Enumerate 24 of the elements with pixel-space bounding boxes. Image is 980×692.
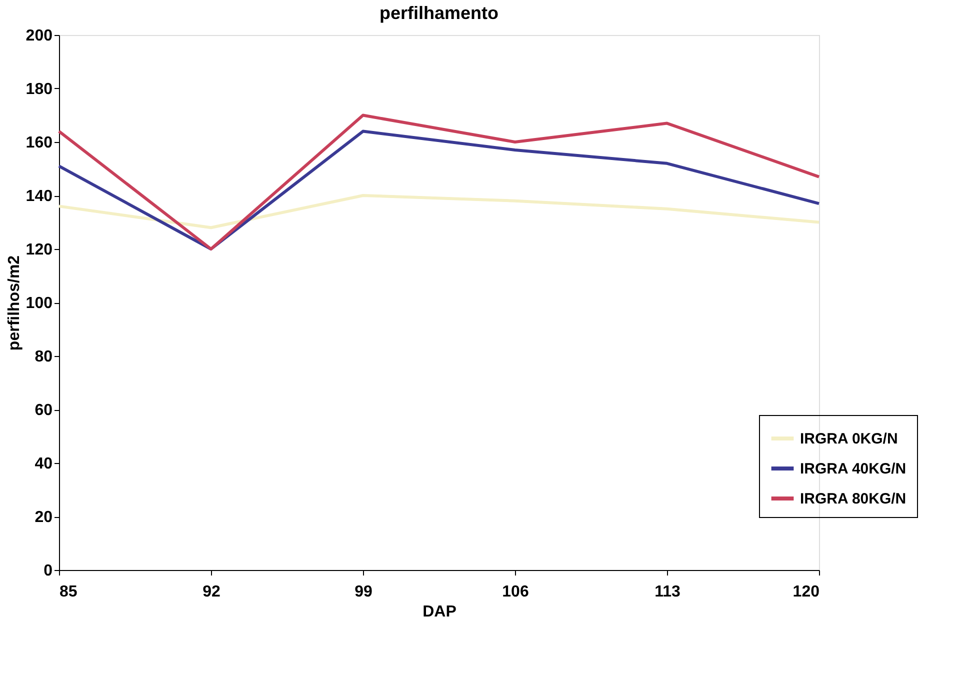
x-tick-label: 92 — [202, 584, 220, 600]
legend-label: IRGRA 40KG/N — [800, 460, 906, 478]
y-tick-label: 40 — [34, 456, 53, 472]
x-axis-title: DAP — [422, 604, 457, 620]
y-axis-title: perfilhos/m2 — [6, 255, 23, 351]
chart-title: perfilhamento — [379, 3, 499, 23]
y-tick-label: 200 — [26, 28, 53, 44]
y-tick-label: 180 — [26, 81, 53, 98]
y-tick-label: 20 — [34, 509, 53, 526]
x-tick-label: 85 — [60, 584, 78, 600]
y-tick-label: 60 — [34, 402, 53, 419]
x-tick-label: 113 — [654, 584, 681, 600]
y-tick-label: 140 — [26, 188, 53, 205]
y-tick-label: 100 — [26, 295, 53, 312]
legend-label: IRGRA 0KG/N — [800, 430, 898, 448]
line-series — [58, 194, 820, 230]
x-tick-label: 106 — [502, 584, 529, 600]
y-tick-label: 160 — [26, 134, 53, 152]
x-tick-label: 99 — [354, 584, 372, 600]
y-tick-label: 0 — [44, 562, 53, 580]
x-tick-label: 120 — [792, 584, 820, 600]
y-tick-label: 120 — [26, 242, 53, 258]
y-tick-label: 80 — [34, 348, 53, 366]
legend-label: IRGRA 80KG/N — [800, 490, 906, 508]
